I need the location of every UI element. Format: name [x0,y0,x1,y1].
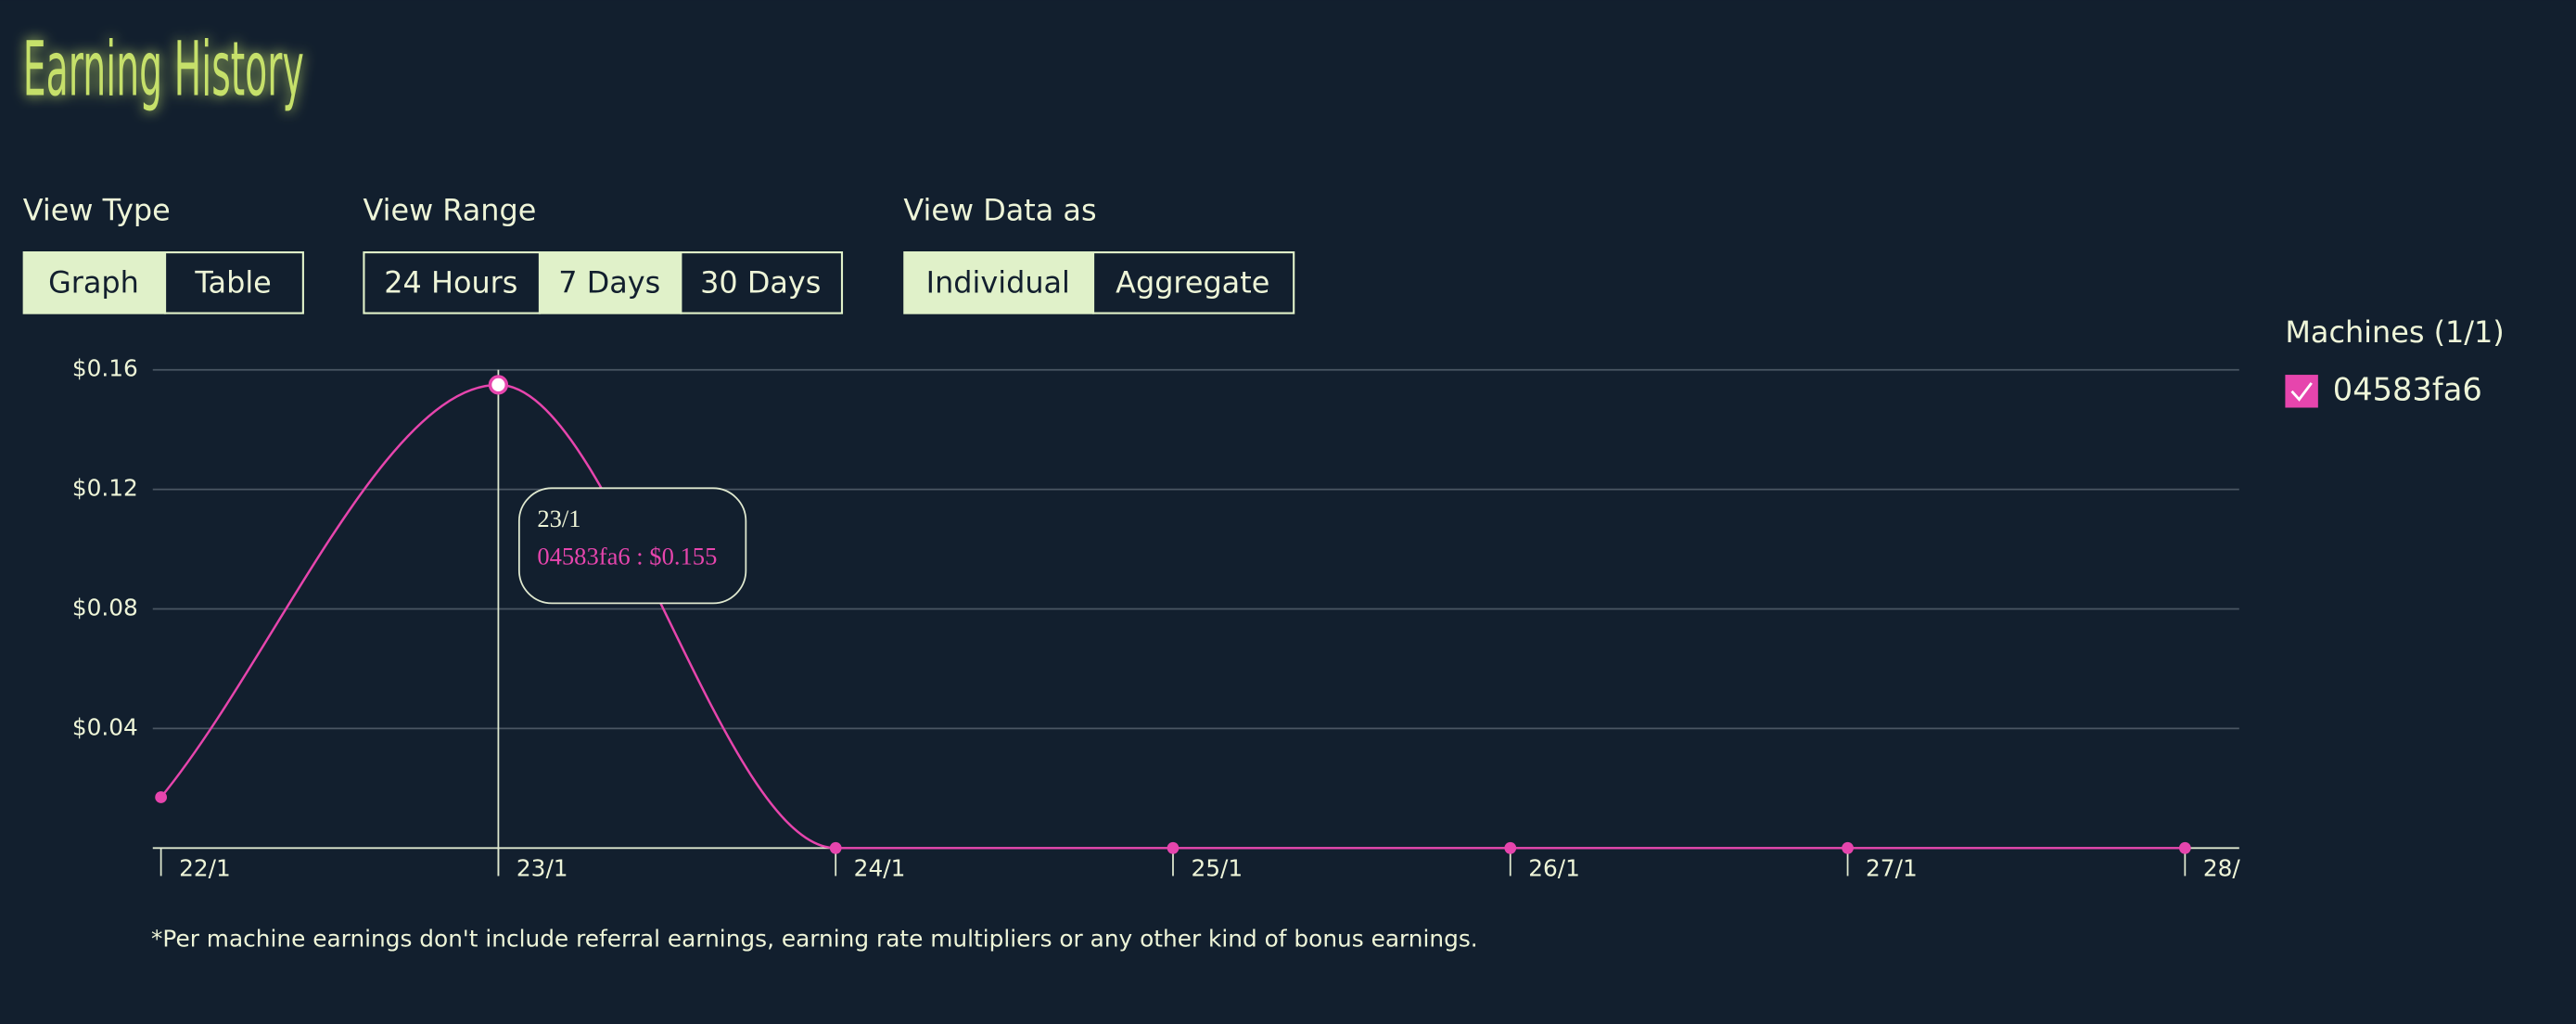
button-background [363,251,542,314]
y-tick-label: $0.04 [72,713,138,740]
data-point [488,375,509,395]
checkmark [2290,382,2313,402]
toggle-button[interactable]: Individual [903,251,1095,314]
data-point [1167,841,1180,854]
x-tick-label: 26/1 [1528,854,1580,881]
toggle-button[interactable]: 30 Days [680,251,844,314]
data-point [2178,841,2191,854]
tooltip: 23/1 04583fa6 : $0.155 [517,487,747,605]
button-background [22,251,167,314]
tooltip-box [517,487,747,605]
button-background [1091,251,1295,314]
page-title: Earning History [23,25,304,113]
x-tick-label: 25/1 [1191,854,1243,881]
tooltip-title: 23/1 [537,505,580,532]
toggle-button[interactable]: 7 Days [538,251,682,314]
toggle-button[interactable]: 24 Hours [363,251,542,314]
y-tick-label: $0.08 [72,595,138,621]
button-label: 30 Days [700,265,821,301]
button-background [163,251,304,314]
series-line [159,383,2186,850]
x-tick-label: 27/1 [1866,854,1918,881]
toggle-button[interactable]: Aggregate [1091,251,1295,314]
tooltip-value: 04583fa6 : $0.155 [537,543,717,570]
toggle-button[interactable]: Graph [22,251,167,314]
data-point [1842,841,1854,854]
x-tick-label: 28/ [2203,854,2241,881]
control-group-label: View Range [363,193,537,228]
button-background [903,251,1095,314]
control-group-label: View Data as [903,193,1096,228]
y-tick-label: $0.12 [72,475,138,502]
data-point [1504,841,1517,854]
toggle-button[interactable]: Table [163,251,304,314]
data-point [829,841,842,854]
button-label: Graph [48,265,139,301]
y-tick-label: $0.16 [72,355,138,382]
button-label: Aggregate [1116,265,1269,301]
data-point [155,791,168,803]
control-group-label: View Type [23,193,171,228]
button-background [680,251,844,314]
x-tick-label: 23/1 [516,854,568,881]
button-label: 24 Hours [384,265,517,301]
button-label: 7 Days [558,265,660,301]
x-tick-label: 22/1 [179,854,231,881]
button-label: Table [194,265,271,301]
legend-label: 04583fa6 [2333,371,2482,407]
legend-title: Machines (1/1) [2285,314,2504,350]
legend-item[interactable]: 04583fa6 [2285,371,2482,408]
footnote: *Per machine earnings don't include refe… [151,926,1478,953]
x-tick-label: 24/1 [854,854,906,881]
legend-checkbox [2285,375,2318,408]
button-label: Individual [926,265,1070,301]
